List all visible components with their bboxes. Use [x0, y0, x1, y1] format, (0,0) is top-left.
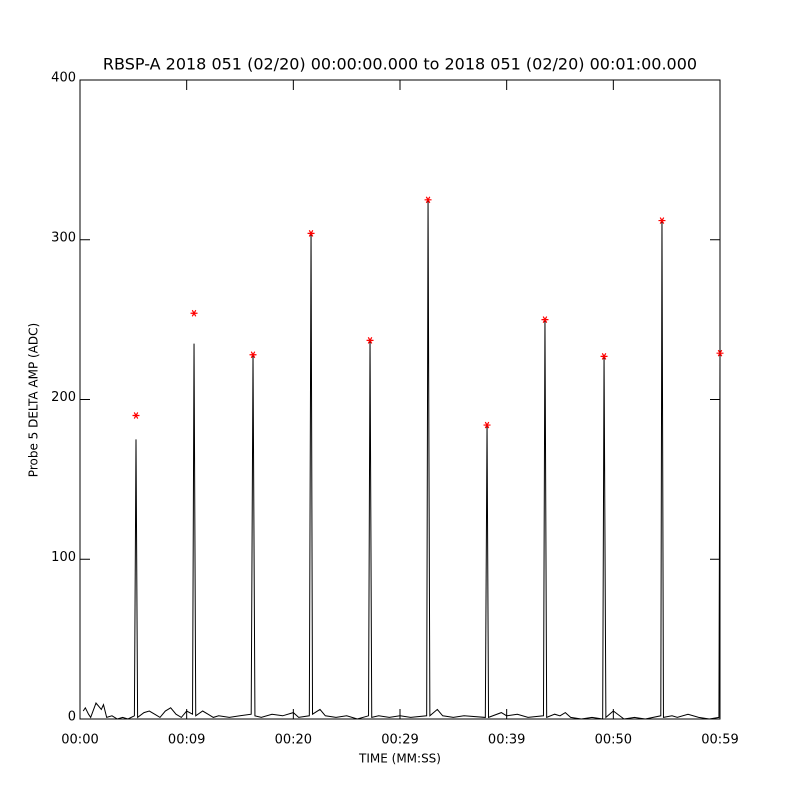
y-tick-label: 300 [51, 230, 76, 245]
x-tick-label: 00:09 [168, 733, 205, 748]
peak-marker [483, 421, 491, 429]
peak-marker [366, 337, 374, 344]
peak-marker [132, 412, 140, 419]
peak-marker [541, 316, 549, 323]
x-tick-label: 00:29 [381, 733, 418, 748]
plot-frame [79, 79, 721, 720]
x-tick-label: 00:59 [701, 733, 738, 748]
y-tick-label: 200 [51, 390, 76, 405]
peak-marker [716, 349, 724, 357]
x-tick-label: 00:00 [61, 733, 98, 748]
peak-marker [190, 309, 198, 317]
peak-marker [424, 196, 432, 204]
y-tick-label: 0 [68, 710, 76, 725]
peak-marker [600, 353, 608, 360]
x-tick-label: 00:20 [275, 733, 312, 748]
data-line [82, 199, 721, 720]
x-axis-title: TIME (MM:SS) [358, 752, 441, 766]
x-tick-label: 00:39 [488, 733, 525, 748]
chart-title: RBSP-A 2018 051 (02/20) 00:00:00.000 to … [103, 55, 697, 74]
y-tick-label: 100 [51, 550, 76, 565]
peak-marker [658, 217, 666, 224]
peak-marker [307, 230, 315, 237]
x-tick-label: 00:50 [595, 733, 632, 748]
y-tick-label: 400 [51, 71, 76, 86]
y-axis-title: Probe 5 DELTA AMP (ADC) [27, 323, 41, 477]
peak-marker [249, 351, 257, 359]
